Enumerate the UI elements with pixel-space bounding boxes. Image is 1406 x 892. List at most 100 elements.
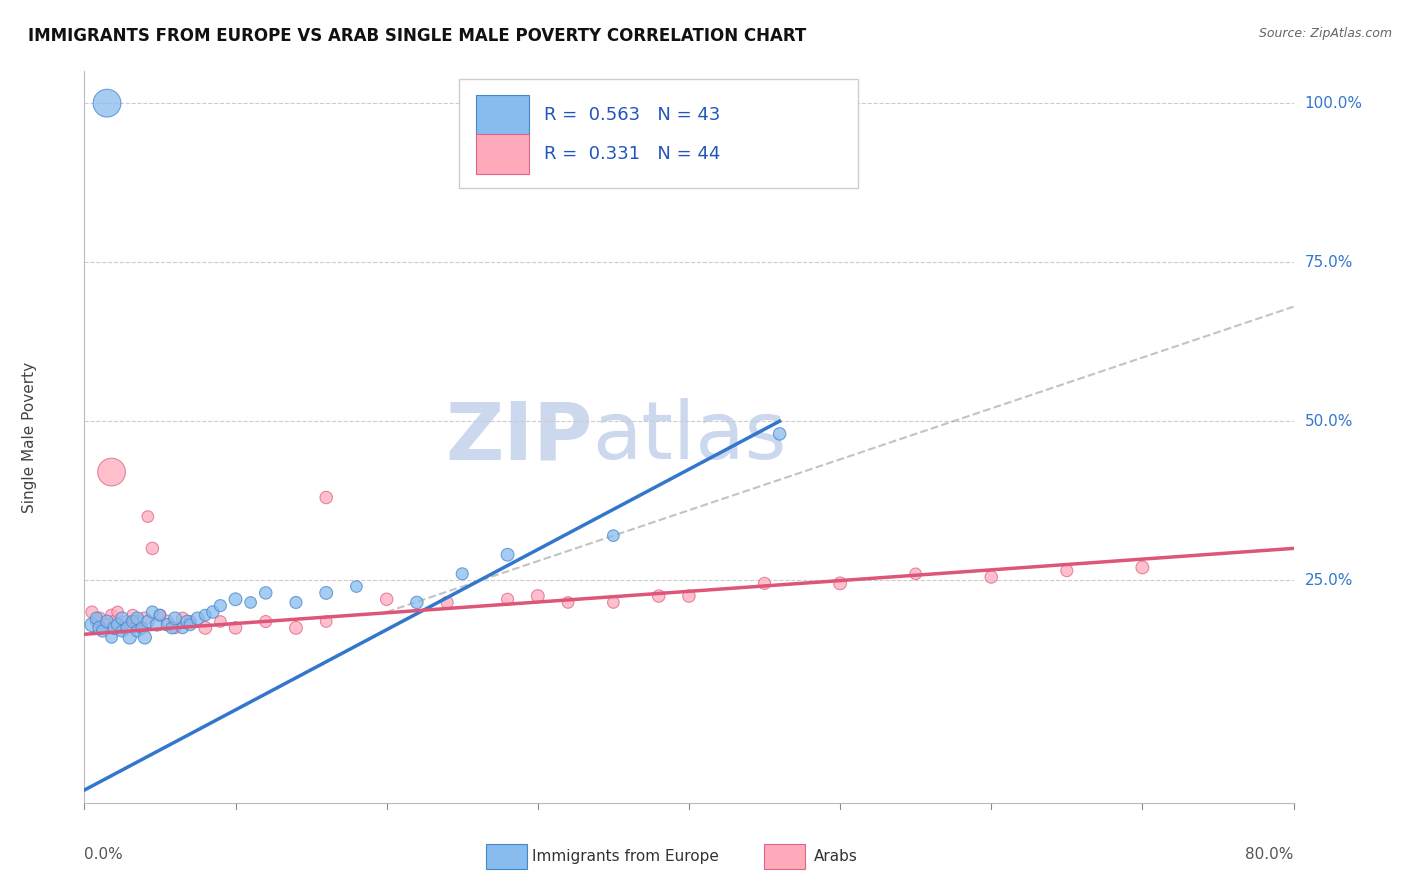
Text: 80.0%: 80.0% [1246,847,1294,862]
Point [89,621,111,635]
FancyBboxPatch shape [460,78,858,188]
Point [346,580,368,594]
Point [496,592,519,607]
Point [830,576,852,591]
Point [172,621,194,635]
Point [163,611,186,625]
Text: 25.0%: 25.0% [1305,573,1353,588]
Point [225,592,247,607]
Point [436,595,458,609]
Point [209,615,232,629]
Point [131,621,153,635]
Point [146,617,169,632]
Point [111,624,134,638]
Point [187,611,209,625]
Point [136,509,159,524]
Point [1056,564,1078,578]
Point [134,611,156,625]
Point [104,621,127,635]
Point [127,611,149,625]
Point [526,589,548,603]
Text: R =  0.331   N = 44: R = 0.331 N = 44 [544,145,720,163]
Point [121,615,143,629]
Point [406,595,429,609]
Point [254,586,277,600]
Text: 0.0%: 0.0% [84,847,124,862]
Point [96,96,118,111]
Point [111,621,134,635]
Text: ZIP: ZIP [444,398,592,476]
Point [557,595,579,609]
Point [131,621,153,635]
Point [91,624,114,638]
Point [80,617,103,632]
Point [284,621,308,635]
Text: Source: ZipAtlas.com: Source: ZipAtlas.com [1258,27,1392,40]
Text: atlas: atlas [592,398,786,476]
Point [904,566,927,581]
Point [1130,560,1153,574]
Point [96,617,118,632]
Point [100,608,122,623]
Point [115,621,138,635]
Point [96,615,118,629]
Point [254,615,277,629]
Text: 100.0%: 100.0% [1305,95,1362,111]
Point [141,605,163,619]
Point [136,615,159,629]
FancyBboxPatch shape [763,844,806,869]
Point [149,608,172,623]
Point [602,529,624,543]
Text: 75.0%: 75.0% [1305,255,1353,269]
Point [172,611,194,625]
Point [754,576,776,591]
Point [160,621,183,635]
FancyBboxPatch shape [486,844,527,869]
Point [118,617,141,632]
Point [980,570,1002,584]
Point [769,426,792,441]
Point [104,615,127,629]
Point [315,586,337,600]
Point [127,624,149,638]
Point [496,548,519,562]
Text: IMMIGRANTS FROM EUROPE VS ARAB SINGLE MALE POVERTY CORRELATION CHART: IMMIGRANTS FROM EUROPE VS ARAB SINGLE MA… [28,27,807,45]
Point [134,631,156,645]
Point [163,621,186,635]
Point [225,621,247,635]
Text: 50.0%: 50.0% [1305,414,1353,429]
Point [194,608,217,623]
Point [239,595,262,609]
FancyBboxPatch shape [477,95,529,135]
Point [100,465,122,479]
Point [91,621,114,635]
Text: Immigrants from Europe: Immigrants from Europe [531,848,718,863]
Point [156,615,179,629]
Point [111,611,134,625]
Point [156,617,179,632]
Point [121,608,143,623]
Point [86,611,108,625]
Point [89,611,111,625]
Point [107,605,129,619]
Point [201,605,224,619]
FancyBboxPatch shape [477,135,529,174]
Point [100,631,122,645]
Text: Single Male Poverty: Single Male Poverty [22,361,38,513]
Point [86,615,108,629]
Point [194,621,217,635]
Point [284,595,308,609]
Point [209,599,232,613]
Point [149,608,172,623]
Point [179,617,201,632]
Text: R =  0.563   N = 43: R = 0.563 N = 43 [544,106,720,124]
Text: Arabs: Arabs [814,848,858,863]
Point [451,566,474,581]
Point [315,491,337,505]
Point [80,605,103,619]
Point [678,589,700,603]
Point [315,615,337,629]
Point [118,631,141,645]
Point [179,615,201,629]
Point [141,541,163,556]
